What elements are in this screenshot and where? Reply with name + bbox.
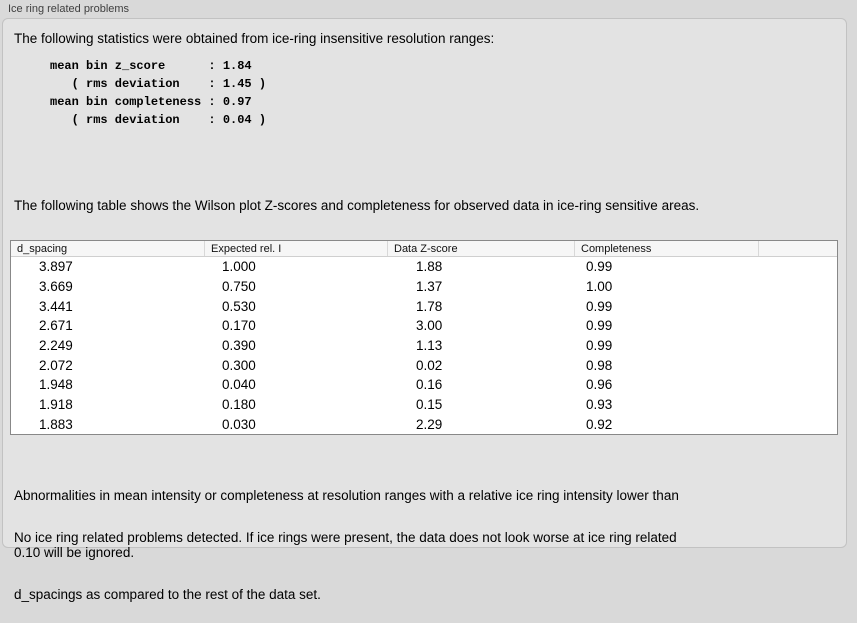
column-header-data-z-score[interactable]: Data Z-score bbox=[387, 241, 574, 256]
stats-line: ( rms deviation : 1.45 ) bbox=[50, 77, 267, 91]
panel-title: Ice ring related problems bbox=[8, 3, 130, 15]
table-cell: 0.98 bbox=[586, 357, 613, 373]
table-cell: 3.00 bbox=[416, 318, 443, 334]
intro-text: The following statistics were obtained f… bbox=[14, 31, 495, 46]
table-row[interactable]: 1.948 0.040 0.16 0.96 bbox=[11, 375, 837, 395]
table-cell: 0.02 bbox=[416, 357, 443, 373]
table-row[interactable]: 1.918 0.180 0.15 0.93 bbox=[11, 395, 837, 415]
table-cell: 2.072 bbox=[39, 357, 73, 373]
table-cell: 0.15 bbox=[416, 397, 443, 413]
conclusion-text: No ice ring related problems detected. I… bbox=[14, 490, 677, 623]
table-cell: 1.883 bbox=[39, 416, 73, 432]
stats-block: mean bin z_score : 1.84 ( rms deviation … bbox=[50, 57, 266, 129]
table-cell: 3.897 bbox=[39, 259, 73, 275]
ignore-note-line: Abnormalities in mean intensity or compl… bbox=[14, 488, 679, 503]
table-cell: 0.300 bbox=[222, 357, 256, 373]
table-cell: 0.170 bbox=[222, 318, 256, 334]
table-cell: 1.918 bbox=[39, 397, 73, 413]
table-cell: 0.530 bbox=[222, 298, 256, 314]
table-cell: 3.669 bbox=[39, 279, 73, 294]
stats-line: ( rms deviation : 0.04 ) bbox=[50, 113, 267, 127]
table-cell: 0.92 bbox=[586, 416, 613, 432]
table-cell: 0.99 bbox=[586, 259, 613, 275]
table-body: 3.897 1.000 1.88 0.99 3.669 0.750 1.37 1.00 3.44… bbox=[11, 257, 837, 434]
table-row[interactable]: 3.441 0.530 1.78 0.99 bbox=[11, 296, 837, 316]
column-header-filler bbox=[758, 241, 837, 256]
conclusion-line: d_spacings as compared to the rest of th… bbox=[14, 587, 321, 602]
table-cell: 0.750 bbox=[222, 279, 256, 294]
table-cell: 1.37 bbox=[416, 279, 443, 294]
stats-line: mean bin completeness : 0.97 bbox=[50, 95, 252, 109]
column-header-expected-rel-i[interactable]: Expected rel. I bbox=[204, 241, 387, 256]
table-cell: 0.040 bbox=[222, 377, 256, 393]
table-cell: 3.441 bbox=[39, 298, 73, 314]
table-row[interactable]: 2.249 0.390 1.13 0.99 bbox=[11, 336, 837, 356]
table-cell: 1.000 bbox=[222, 259, 256, 275]
column-header-completeness[interactable]: Completeness bbox=[574, 241, 758, 256]
table-cell: 0.99 bbox=[586, 318, 613, 334]
table-header-row: d_spacing Expected rel. I Data Z-score C… bbox=[11, 241, 837, 257]
table-row[interactable]: 3.669 0.750 1.37 1.00 bbox=[11, 277, 837, 297]
table-cell: 2.671 bbox=[39, 318, 73, 334]
table-cell: 2.29 bbox=[416, 416, 443, 432]
ice-ring-table: d_spacing Expected rel. I Data Z-score C… bbox=[10, 240, 838, 435]
table-cell: 1.948 bbox=[39, 377, 73, 393]
table-cell: 1.78 bbox=[416, 298, 443, 314]
table-row[interactable]: 3.897 1.000 1.88 0.99 bbox=[11, 257, 837, 277]
table-cell: 0.180 bbox=[222, 397, 256, 413]
description-line: The following table shows the Wilson plo… bbox=[14, 198, 700, 213]
table-cell: 2.249 bbox=[39, 338, 73, 354]
table-cell: 0.16 bbox=[416, 377, 443, 393]
conclusion-line: No ice ring related problems detected. I… bbox=[14, 530, 677, 545]
column-header-d-spacing[interactable]: d_spacing bbox=[17, 243, 68, 255]
stats-line: mean bin z_score : 1.84 bbox=[50, 59, 252, 73]
table-cell: 0.99 bbox=[586, 338, 613, 354]
table-cell: 1.00 bbox=[586, 279, 613, 294]
table-row[interactable]: 1.883 0.030 2.29 0.92 bbox=[11, 414, 837, 434]
table-row[interactable]: 2.671 0.170 3.00 0.99 bbox=[11, 316, 837, 336]
table-row[interactable]: 2.072 0.300 0.02 0.98 bbox=[11, 355, 837, 375]
table-cell: 0.93 bbox=[586, 397, 613, 413]
table-cell: 1.88 bbox=[416, 259, 443, 275]
table-cell: 0.96 bbox=[586, 377, 613, 393]
table-cell: 0.99 bbox=[586, 298, 613, 314]
table-cell: 0.390 bbox=[222, 338, 256, 354]
table-cell: 0.030 bbox=[222, 416, 256, 432]
table-cell: 1.13 bbox=[416, 338, 443, 354]
